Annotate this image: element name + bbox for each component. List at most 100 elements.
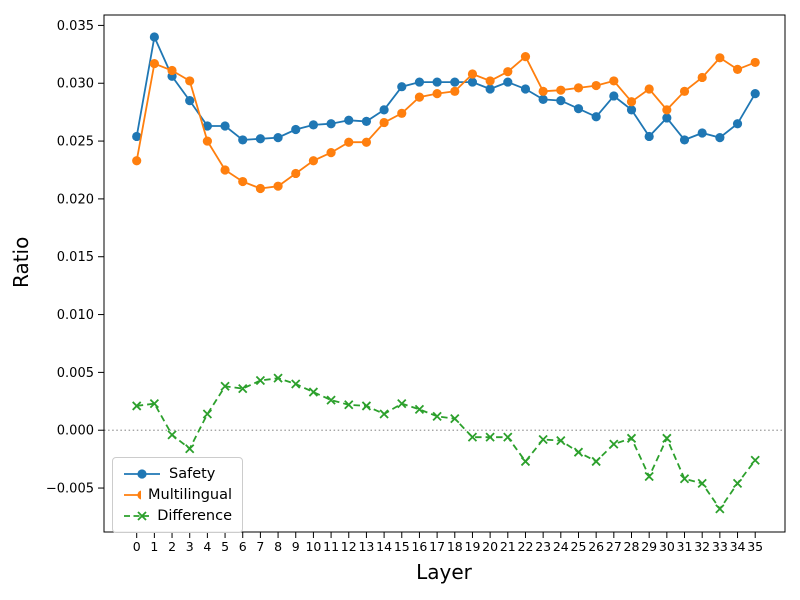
data-point-x: [467, 432, 478, 442]
x-tick-label: 4: [203, 539, 211, 554]
y-tick-label: 0.010: [57, 308, 94, 323]
data-point: [344, 115, 354, 125]
x-tick-label: 23: [535, 539, 551, 554]
data-point: [467, 77, 478, 87]
data-point: [520, 52, 531, 62]
x-tick-label: 2: [168, 539, 176, 554]
x-tick-label: 32: [694, 539, 710, 554]
data-point: [732, 64, 743, 74]
data-point: [609, 76, 619, 86]
data-point-x: [167, 430, 177, 440]
x-tick-label: 10: [305, 539, 321, 554]
x-tick-label: 19: [465, 539, 481, 554]
legend-item-multilingual: Multilingual: [122, 486, 232, 504]
x-tick-label: 18: [447, 539, 463, 554]
x-tick-label: 28: [624, 539, 640, 554]
data-point-x: [273, 373, 283, 383]
data-point: [750, 57, 760, 68]
series-line: [135, 33, 756, 141]
data-point-x: [344, 400, 354, 410]
data-point: [626, 105, 637, 115]
data-point: [503, 77, 513, 87]
data-point: [750, 89, 760, 99]
data-point-x: [220, 381, 230, 391]
data-point: [255, 183, 265, 194]
data-point: [520, 84, 531, 94]
x-tick-label: 26: [588, 539, 604, 554]
y-tick-label: 0.005: [57, 366, 94, 381]
data-point: [556, 85, 566, 95]
data-point: [591, 80, 601, 91]
data-point: [662, 113, 672, 123]
x-tick-label: 27: [606, 539, 622, 554]
data-point: [149, 32, 159, 42]
data-point: [573, 83, 584, 93]
data-point-x: [414, 404, 425, 415]
data-point: [185, 76, 195, 86]
y-tick-label: 0.020: [57, 192, 94, 207]
data-point: [414, 77, 425, 87]
y-tick-label: 0.000: [57, 424, 94, 439]
safety-line-marker-icon: [124, 469, 160, 479]
data-point: [273, 132, 283, 143]
data-point-x: [379, 409, 389, 419]
data-point-x: [397, 398, 407, 409]
data-point: [538, 86, 548, 96]
data-point: [255, 134, 265, 144]
data-point: [450, 86, 460, 96]
x-tick-label: 33: [712, 539, 728, 554]
data-point: [379, 105, 389, 115]
data-point: [185, 95, 195, 106]
data-point: [715, 53, 725, 63]
data-point: [679, 86, 690, 96]
data-point: [308, 120, 319, 130]
data-point: [644, 84, 654, 94]
data-point-x: [732, 478, 743, 489]
data-point: [732, 119, 743, 129]
data-point: [379, 117, 389, 128]
data-point: [238, 176, 248, 187]
legend-label-safety: Safety: [169, 466, 216, 482]
data-point: [626, 97, 637, 107]
legend-item-difference: Difference: [122, 507, 232, 525]
x-tick-label: 13: [358, 539, 374, 554]
x-tick-label: 7: [256, 539, 264, 554]
y-tick-label: −0.005: [46, 482, 94, 497]
x-tick-label: 17: [429, 539, 445, 554]
data-point-x: [556, 435, 566, 446]
data-point: [591, 112, 601, 122]
data-point: [361, 116, 372, 127]
x-tick-label: 16: [411, 539, 427, 554]
x-tick-label: 34: [730, 539, 746, 554]
data-point: [326, 148, 336, 158]
data-point: [220, 121, 230, 131]
data-point: [397, 82, 407, 92]
data-point: [291, 124, 301, 135]
data-point-x: [538, 434, 548, 445]
y-tick-label: 0.015: [57, 250, 94, 265]
data-point-x: [679, 474, 690, 484]
data-point: [715, 132, 725, 143]
legend-label-difference: Difference: [157, 508, 232, 524]
x-tick-label: 15: [394, 539, 410, 554]
plot-border: [103, 14, 786, 533]
y-axis-title: Ratio: [9, 236, 33, 288]
data-point: [397, 108, 407, 118]
data-point-x: [573, 447, 584, 457]
data-point-x: [326, 395, 336, 405]
data-point: [291, 168, 301, 179]
data-point: [697, 72, 707, 83]
data-point: [467, 69, 478, 79]
data-point-x: [238, 383, 248, 394]
data-point: [609, 91, 619, 101]
x-tick-label: 25: [571, 539, 587, 554]
data-point-x: [644, 471, 654, 482]
data-point: [132, 131, 142, 142]
x-tick-label: 6: [239, 539, 247, 554]
y-tick-label: 0.025: [57, 135, 94, 150]
data-point: [662, 105, 672, 115]
series-line: [136, 377, 756, 511]
x-tick-label: 29: [641, 539, 657, 554]
data-point: [149, 58, 159, 69]
